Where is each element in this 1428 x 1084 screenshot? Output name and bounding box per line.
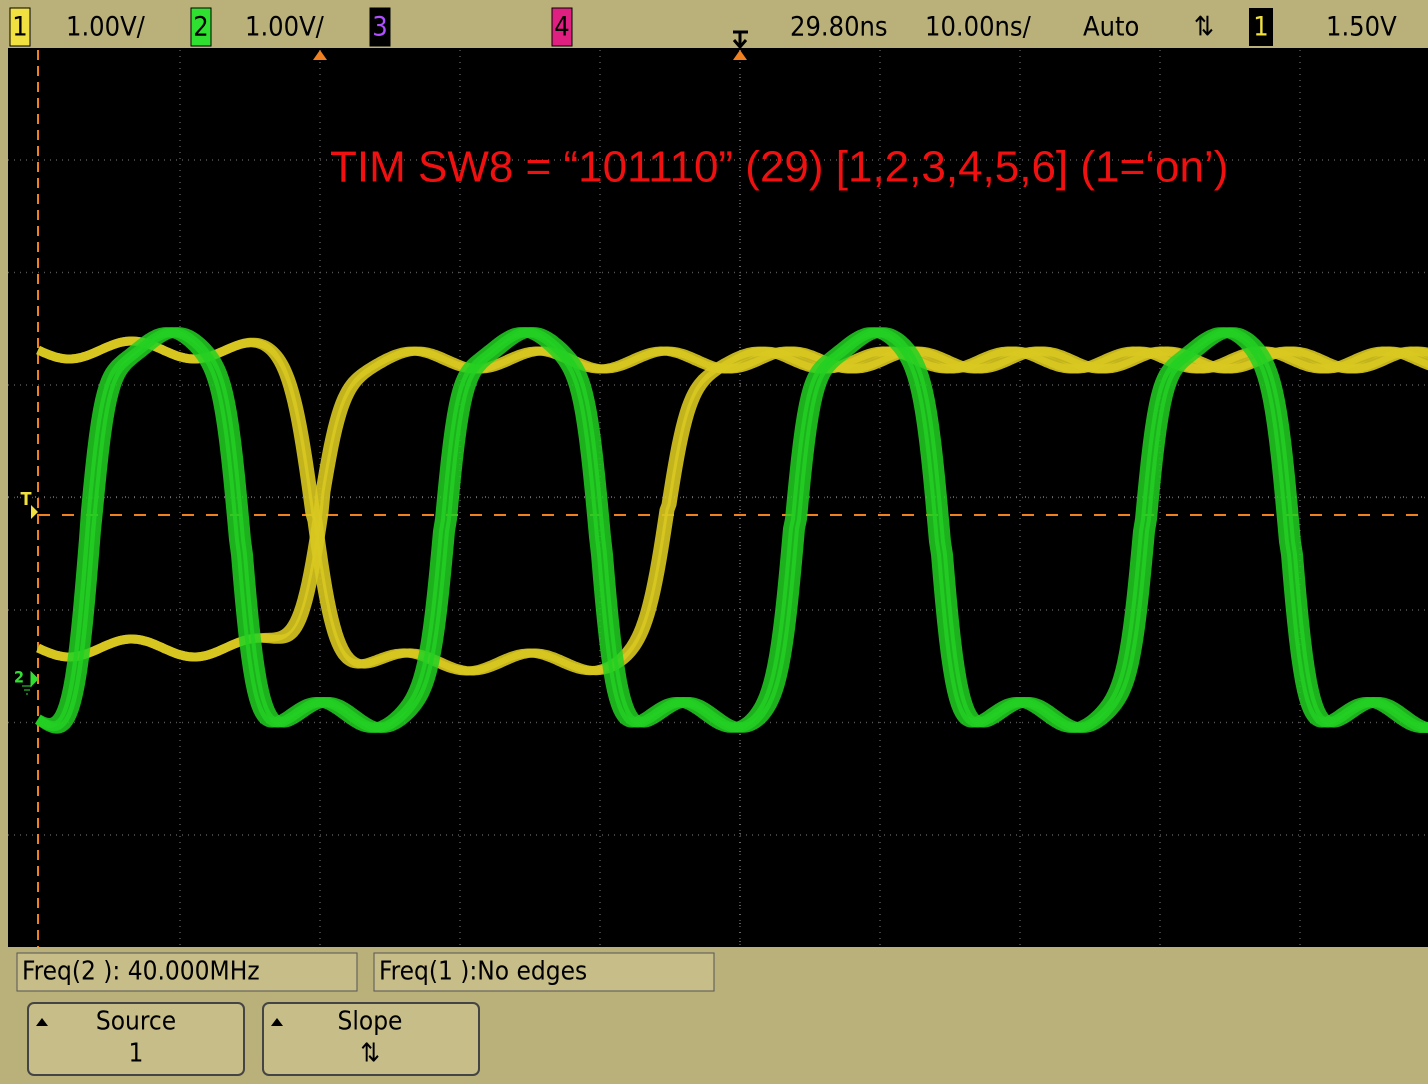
ch2-scale: 1.00V/ — [245, 12, 325, 43]
trigger-source: 1 — [1253, 12, 1268, 43]
softkey-label: Slope — [338, 1007, 403, 1037]
slope-symbol: ⇅ — [1194, 12, 1214, 43]
oscilloscope: 1 1.00V/ 2 1.00V/ 3 4 29.80ns 10.00ns/ A… — [0, 0, 1428, 1080]
measurement: Freq(1 ):No edges — [379, 957, 587, 987]
ch1-scale: 1.00V/ — [66, 12, 146, 43]
softkey-value: ⇅ — [360, 1039, 380, 1069]
ch1-label: 1 — [12, 12, 27, 43]
trigger-level: 1.50V — [1326, 12, 1397, 43]
trigger-mode: Auto — [1083, 12, 1139, 43]
softkey-value: 1 — [129, 1039, 144, 1069]
ch2-label: 2 — [193, 12, 208, 43]
delay: 29.80ns — [790, 12, 888, 43]
softkey-label: Source — [96, 1007, 176, 1037]
trigger-marker: T — [20, 489, 31, 510]
ch2-marker: 2 — [14, 668, 24, 687]
measurement: Freq(2 ): 40.000MHz — [22, 957, 260, 987]
ch3-label: 3 — [372, 12, 387, 43]
ch4-label: 4 — [554, 12, 569, 43]
timebase: 10.00ns/ — [925, 12, 1032, 43]
annotation: TIM SW8 = “101110” (29) [1,2,3,4,5,6] (1… — [330, 143, 1228, 192]
